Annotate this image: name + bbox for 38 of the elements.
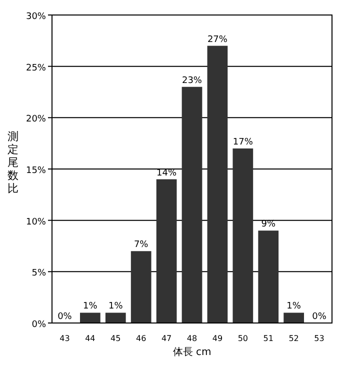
bar xyxy=(182,86,202,323)
data-label: 23% xyxy=(182,76,202,86)
bar xyxy=(284,312,304,323)
data-label: 17% xyxy=(232,137,254,148)
y-axis-title: 測定尾数比 xyxy=(8,130,18,195)
y-tick-label: 30% xyxy=(26,12,46,22)
bar xyxy=(105,312,126,323)
bar xyxy=(156,179,177,323)
data-label: 1% xyxy=(108,302,124,312)
y-tick-label: 25% xyxy=(26,63,46,74)
x-tick-label: 50 xyxy=(238,334,248,343)
y-tick-label: 0% xyxy=(32,320,46,330)
data-label: 0% xyxy=(312,312,327,322)
x-axis-title: 体長 cm xyxy=(172,346,212,358)
data-label: 1% xyxy=(286,302,302,312)
x-tick-label: 43 xyxy=(60,334,70,343)
data-label: 7% xyxy=(134,240,149,250)
x-tick-label: 53 xyxy=(314,334,324,343)
y-tick-label: 20% xyxy=(26,114,46,125)
y-tick-label: 15% xyxy=(26,166,46,176)
x-tick-label: 45 xyxy=(110,334,121,343)
data-label: 1% xyxy=(83,302,98,312)
data-label: 27% xyxy=(207,34,228,45)
x-tick-label: 48 xyxy=(186,334,198,343)
data-label: 0% xyxy=(58,312,72,322)
x-tick-label: 52 xyxy=(288,334,299,343)
y-tick-label: 10% xyxy=(26,217,46,228)
bar xyxy=(130,251,152,323)
bar xyxy=(207,46,228,323)
x-tick-label: 44 xyxy=(85,334,96,343)
x-tick-label: 46 xyxy=(136,334,146,343)
bar xyxy=(258,230,279,323)
x-tick-label: 49 xyxy=(212,334,223,343)
x-tick-label: 51 xyxy=(263,334,274,343)
bar xyxy=(80,312,100,323)
bar xyxy=(232,148,254,323)
x-tick-label: 47 xyxy=(161,334,172,343)
y-tick-label: 5% xyxy=(32,268,46,279)
